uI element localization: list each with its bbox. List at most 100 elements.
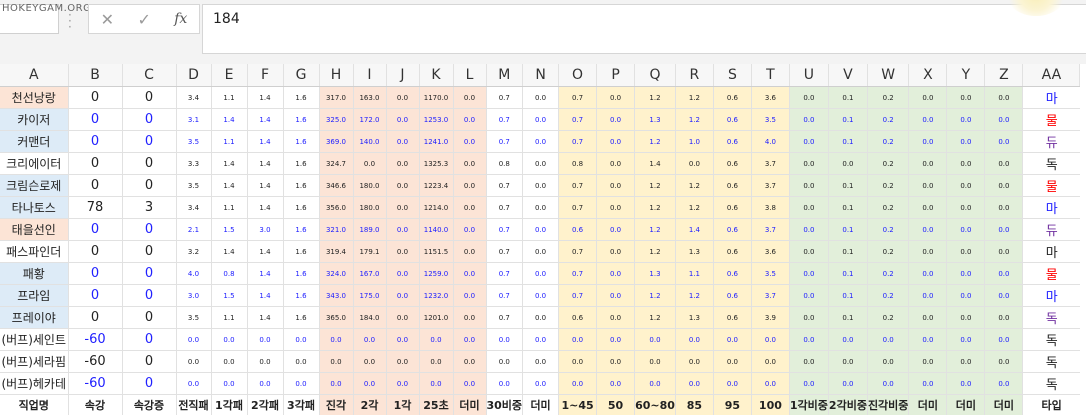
value-cell-t[interactable]: 3.5 xyxy=(751,263,789,285)
value-cell-q[interactable]: 1.4 xyxy=(635,153,676,175)
value-cell-l[interactable]: 0.0 xyxy=(453,263,486,285)
value-cell-m[interactable]: 0.0 xyxy=(486,329,523,351)
column-header-k[interactable]: K xyxy=(419,64,453,87)
value-cell-u[interactable]: 0.0 xyxy=(789,263,828,285)
value-cell-i[interactable]: 179.1 xyxy=(353,241,386,263)
value-cell-j[interactable]: 0.0 xyxy=(386,153,419,175)
value-cell-d[interactable]: 3.5 xyxy=(176,175,211,197)
value-cell-i[interactable]: 167.0 xyxy=(353,263,386,285)
value-cell-g[interactable]: 0.0 xyxy=(283,351,319,373)
label-cell-l[interactable]: 더미 xyxy=(453,395,486,415)
value-cell-t[interactable]: 3.9 xyxy=(751,307,789,329)
value-cell-e[interactable]: 1.1 xyxy=(211,197,247,219)
label-cell-h[interactable]: 진각 xyxy=(319,395,353,415)
element-value-cell[interactable]: -60 xyxy=(68,373,122,395)
job-name-cell[interactable]: 패스파인더 xyxy=(0,241,68,263)
value-cell-f[interactable]: 1.4 xyxy=(247,175,283,197)
element-increase-cell[interactable]: 0 xyxy=(122,109,176,131)
value-cell-r[interactable]: 1.2 xyxy=(675,109,713,131)
value-cell-k[interactable]: 1325.3 xyxy=(419,153,453,175)
value-cell-r[interactable]: 0.0 xyxy=(675,329,713,351)
value-cell-i[interactable]: 140.0 xyxy=(353,131,386,153)
label-cell-s[interactable]: 95 xyxy=(713,395,751,415)
type-cell[interactable]: 마 xyxy=(1023,87,1080,109)
value-cell-p[interactable]: 0.0 xyxy=(597,197,635,219)
value-cell-x[interactable]: 0.0 xyxy=(909,109,947,131)
column-header-r[interactable]: R xyxy=(675,64,713,87)
value-cell-h[interactable]: 325.0 xyxy=(319,109,353,131)
column-header-n[interactable]: N xyxy=(523,64,559,87)
value-cell-p[interactable]: 0.0 xyxy=(597,241,635,263)
value-cell-s[interactable]: 0.6 xyxy=(713,87,751,109)
value-cell-m[interactable]: 0.7 xyxy=(486,263,523,285)
value-cell-z[interactable]: 0.0 xyxy=(985,175,1023,197)
value-cell-n[interactable]: 0.0 xyxy=(523,285,559,307)
type-cell[interactable]: 마 xyxy=(1023,241,1080,263)
type-cell[interactable]: 독 xyxy=(1023,307,1080,329)
element-increase-cell[interactable]: 0 xyxy=(122,175,176,197)
column-header-w[interactable]: W xyxy=(867,64,908,87)
value-cell-n[interactable]: 0.0 xyxy=(523,175,559,197)
value-cell-j[interactable]: 0.0 xyxy=(386,307,419,329)
value-cell-d[interactable]: 3.4 xyxy=(176,87,211,109)
value-cell-m[interactable]: 0.0 xyxy=(486,373,523,395)
label-cell-w[interactable]: 진각비중 xyxy=(867,395,908,415)
value-cell-h[interactable]: 324.7 xyxy=(319,153,353,175)
value-cell-i[interactable]: 175.0 xyxy=(353,285,386,307)
value-cell-p[interactable]: 0.0 xyxy=(597,87,635,109)
value-cell-o[interactable]: 0.0 xyxy=(559,373,597,395)
value-cell-z[interactable]: 0.0 xyxy=(985,219,1023,241)
value-cell-y[interactable]: 0.0 xyxy=(947,307,985,329)
value-cell-f[interactable]: 1.4 xyxy=(247,131,283,153)
value-cell-h[interactable]: 324.0 xyxy=(319,263,353,285)
value-cell-d[interactable]: 3.2 xyxy=(176,241,211,263)
value-cell-s[interactable]: 0.0 xyxy=(713,351,751,373)
value-cell-j[interactable]: 0.0 xyxy=(386,241,419,263)
value-cell-y[interactable]: 0.0 xyxy=(947,373,985,395)
label-cell-m[interactable]: 30비중 xyxy=(486,395,523,415)
value-cell-z[interactable]: 0.0 xyxy=(985,131,1023,153)
value-cell-r[interactable]: 1.4 xyxy=(675,219,713,241)
value-cell-g[interactable]: 1.6 xyxy=(283,87,319,109)
label-cell-k[interactable]: 25초 xyxy=(419,395,453,415)
label-cell-c[interactable]: 속강증 xyxy=(122,395,176,415)
value-cell-m[interactable]: 0.7 xyxy=(486,131,523,153)
value-cell-d[interactable]: 3.4 xyxy=(176,197,211,219)
column-header-m[interactable]: M xyxy=(486,64,523,87)
value-cell-s[interactable]: 0.6 xyxy=(713,241,751,263)
value-cell-t[interactable]: 3.6 xyxy=(751,241,789,263)
value-cell-l[interactable]: 0.0 xyxy=(453,197,486,219)
value-cell-i[interactable]: 0.0 xyxy=(353,329,386,351)
value-cell-k[interactable]: 0.0 xyxy=(419,351,453,373)
value-cell-w[interactable]: 0.2 xyxy=(867,285,908,307)
value-cell-o[interactable]: 0.7 xyxy=(559,285,597,307)
value-cell-o[interactable]: 0.8 xyxy=(559,153,597,175)
value-cell-k[interactable]: 1232.0 xyxy=(419,285,453,307)
value-cell-h[interactable]: 356.0 xyxy=(319,197,353,219)
value-cell-p[interactable]: 0.0 xyxy=(597,175,635,197)
job-name-cell[interactable]: 크리에이터 xyxy=(0,153,68,175)
value-cell-f[interactable]: 0.0 xyxy=(247,329,283,351)
value-cell-q[interactable]: 1.3 xyxy=(635,263,676,285)
value-cell-k[interactable]: 1253.0 xyxy=(419,109,453,131)
value-cell-z[interactable]: 0.0 xyxy=(985,329,1023,351)
value-cell-g[interactable]: 1.6 xyxy=(283,175,319,197)
value-cell-y[interactable]: 0.0 xyxy=(947,197,985,219)
value-cell-y[interactable]: 0.0 xyxy=(947,109,985,131)
value-cell-n[interactable]: 0.0 xyxy=(523,241,559,263)
value-cell-u[interactable]: 0.0 xyxy=(789,87,828,109)
value-cell-m[interactable]: 0.7 xyxy=(486,109,523,131)
type-cell[interactable]: 물 xyxy=(1023,263,1080,285)
value-cell-j[interactable]: 0.0 xyxy=(386,285,419,307)
value-cell-o[interactable]: 0.0 xyxy=(559,351,597,373)
value-cell-t[interactable]: 0.0 xyxy=(751,329,789,351)
element-value-cell[interactable]: 0 xyxy=(68,307,122,329)
value-cell-h[interactable]: 319.4 xyxy=(319,241,353,263)
value-cell-r[interactable]: 1.3 xyxy=(675,241,713,263)
value-cell-z[interactable]: 0.0 xyxy=(985,285,1023,307)
value-cell-e[interactable]: 1.5 xyxy=(211,219,247,241)
value-cell-x[interactable]: 0.0 xyxy=(909,241,947,263)
element-increase-cell[interactable]: 0 xyxy=(122,153,176,175)
value-cell-i[interactable]: 180.0 xyxy=(353,197,386,219)
label-cell-n[interactable]: 더미 xyxy=(523,395,559,415)
